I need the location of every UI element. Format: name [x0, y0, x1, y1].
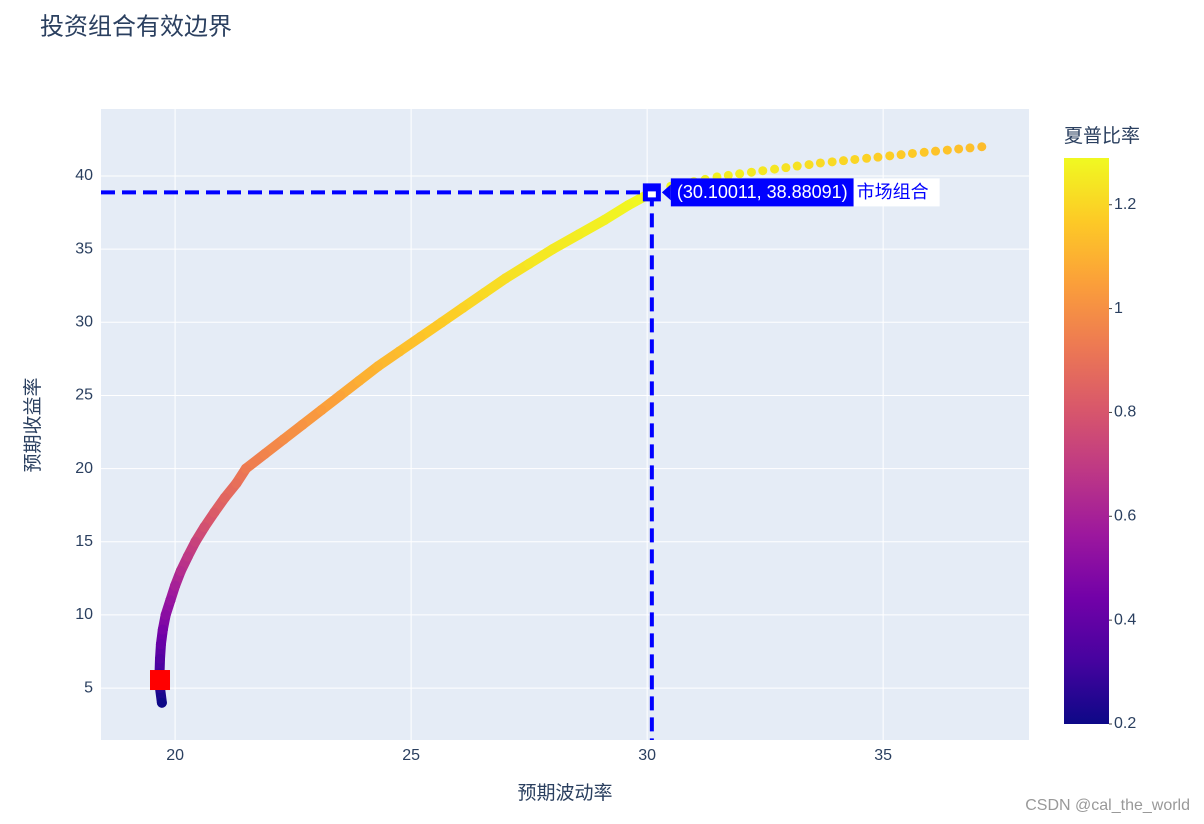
portfolio-point	[599, 214, 610, 225]
colorbar-tick-label: 0.8	[1114, 404, 1136, 421]
portfolio-point	[479, 288, 490, 299]
colorbar	[1064, 158, 1109, 724]
x-tick-label: 35	[874, 747, 892, 764]
market-label-box	[670, 178, 854, 207]
min-variance-marker	[150, 670, 171, 691]
grid	[101, 109, 1029, 740]
portfolio-point	[827, 157, 837, 167]
portfolio-point	[458, 302, 469, 313]
portfolio-point	[165, 595, 176, 606]
portfolio-point	[170, 580, 181, 591]
portfolio-point	[850, 154, 860, 164]
y-tick-label: 5	[84, 679, 93, 696]
market-name-bg	[853, 178, 940, 207]
y-tick-label: 25	[75, 387, 93, 404]
portfolio-point	[919, 147, 929, 157]
colorbar-tick-label: 0.2	[1114, 715, 1136, 732]
portfolio-point	[373, 361, 384, 372]
portfolio-point	[547, 244, 558, 255]
portfolio-point	[436, 317, 447, 328]
portfolio-point	[573, 229, 584, 240]
plot-area	[101, 109, 1029, 740]
portfolio-point	[297, 419, 308, 430]
chart-title: 投资组合有效边界	[40, 13, 232, 40]
portfolio-point	[354, 375, 365, 386]
portfolio-point	[838, 156, 848, 166]
portfolio-point	[156, 697, 167, 708]
portfolio-point	[885, 151, 895, 161]
y-tick-label: 20	[75, 460, 93, 477]
y-tick-label: 10	[75, 606, 93, 623]
watermark: CSDN @cal_the_world	[1025, 797, 1190, 814]
portfolio-point	[977, 142, 987, 152]
y-tick-label: 15	[75, 533, 93, 550]
colorbar-tick-label: 1.2	[1114, 196, 1136, 213]
portfolio-point	[781, 163, 791, 173]
portfolio-point	[907, 148, 917, 158]
portfolio-point	[792, 161, 802, 171]
portfolio-point	[335, 390, 346, 401]
portfolio-point	[815, 158, 825, 168]
portfolio-point	[219, 492, 230, 503]
portfolio-point	[182, 551, 193, 562]
portfolio-point	[965, 143, 975, 153]
x-tick-label: 30	[638, 747, 656, 764]
market-label: (30.10011, 38.88091)	[677, 182, 848, 202]
portfolio-point	[155, 653, 166, 664]
portfolio-point	[896, 150, 906, 160]
portfolio-point	[415, 331, 426, 342]
portfolio-point	[209, 507, 220, 518]
y-axis-label: 预期收益率	[22, 377, 44, 472]
market-name: 市场组合	[857, 182, 929, 202]
portfolio-point	[240, 463, 251, 474]
portfolio-point	[804, 160, 814, 170]
portfolio-point	[394, 346, 405, 357]
portfolio-point	[190, 536, 201, 547]
portfolio-point	[623, 200, 634, 211]
portfolio-point	[758, 166, 768, 176]
x-tick-label: 25	[402, 747, 420, 764]
portfolio-point	[862, 153, 872, 163]
portfolio-point	[231, 478, 242, 489]
portfolio-point	[157, 624, 168, 635]
portfolio-point	[770, 164, 780, 174]
portfolio-point	[942, 145, 952, 155]
marks: (30.10011, 38.88091) 市场组合	[101, 142, 987, 740]
portfolio-point	[735, 169, 745, 179]
x-tick-label: 20	[166, 747, 184, 764]
colorbar-tick-label: 0.4	[1114, 611, 1136, 628]
portfolio-point	[199, 522, 210, 533]
y-tick-label: 40	[75, 167, 93, 184]
portfolio-point	[873, 152, 883, 162]
portfolio-point	[500, 273, 511, 284]
portfolio-point	[746, 167, 756, 177]
colorbar-tick-label: 1	[1114, 300, 1123, 317]
portfolio-point	[259, 448, 270, 459]
market-label-arrow	[661, 184, 671, 201]
portfolio-point	[954, 144, 964, 154]
portfolio-point	[175, 566, 186, 577]
colorbar-tick-label: 0.6	[1114, 508, 1136, 525]
portfolio-point	[155, 639, 166, 650]
portfolio-point	[931, 146, 941, 156]
colorbar-title: 夏普比率	[1064, 125, 1140, 147]
portfolio-point	[723, 170, 733, 180]
portfolio-point	[524, 258, 535, 269]
y-tick-label: 30	[75, 314, 93, 331]
portfolio-point	[316, 405, 327, 416]
x-axis-label: 预期波动率	[517, 782, 612, 804]
portfolio-point	[160, 609, 171, 620]
portfolio-point	[278, 434, 289, 445]
market-marker-inner	[647, 191, 656, 198]
y-tick-label: 35	[75, 240, 93, 257]
